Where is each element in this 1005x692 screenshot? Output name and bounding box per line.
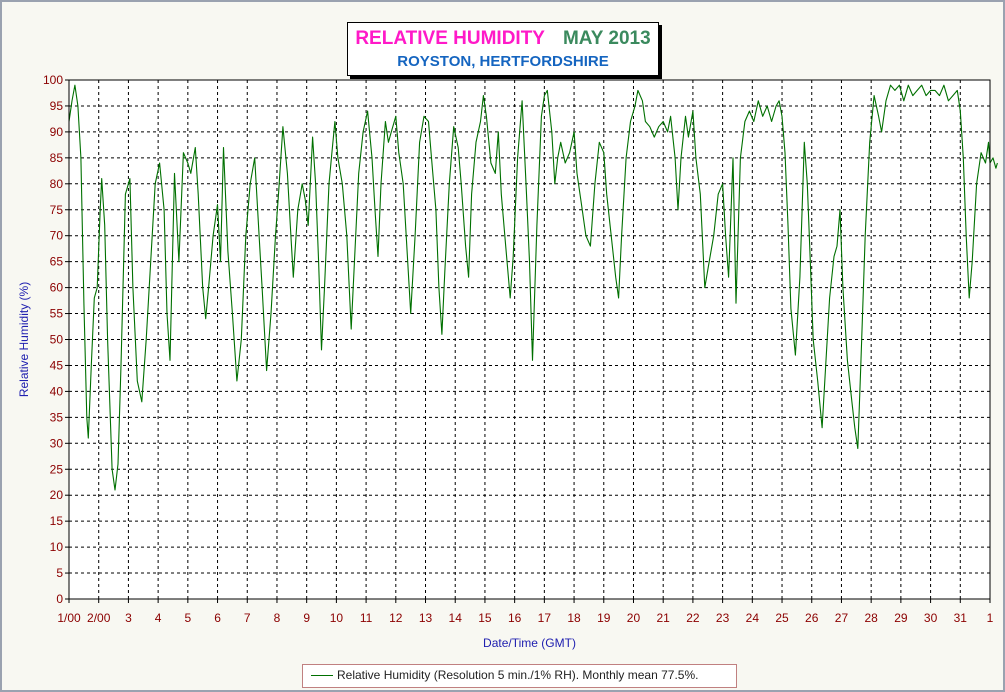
x-tick-label: 14 bbox=[449, 611, 463, 625]
y-tick-label: 20 bbox=[50, 488, 64, 502]
y-tick-label: 45 bbox=[50, 358, 64, 372]
chart-subtitle: ROYSTON, HERTFORDSHIRE bbox=[397, 53, 609, 70]
y-tick-label: 0 bbox=[56, 592, 63, 606]
y-tick-label: 80 bbox=[50, 177, 64, 191]
x-tick-label: 22 bbox=[686, 611, 700, 625]
x-tick-label: 1 bbox=[987, 611, 994, 625]
x-tick-label: 24 bbox=[746, 611, 760, 625]
legend-label: Relative Humidity (Resolution 5 min./1% … bbox=[337, 668, 699, 682]
x-tick-label: 15 bbox=[478, 611, 492, 625]
x-tick-label: 2/00 bbox=[87, 611, 111, 625]
x-tick-label: 21 bbox=[657, 611, 671, 625]
y-tick-label: 5 bbox=[56, 566, 63, 580]
x-tick-label: 25 bbox=[775, 611, 789, 625]
y-tick-label: 65 bbox=[50, 255, 64, 269]
x-tick-label: 26 bbox=[805, 611, 819, 625]
x-tick-label: 8 bbox=[274, 611, 281, 625]
x-tick-label: 30 bbox=[924, 611, 938, 625]
x-tick-label: 13 bbox=[419, 611, 433, 625]
x-tick-label: 6 bbox=[214, 611, 221, 625]
x-tick-label: 12 bbox=[389, 611, 403, 625]
x-tick-label: 31 bbox=[954, 611, 968, 625]
x-axis-title: Date/Time (GMT) bbox=[483, 636, 576, 650]
x-tick-label: 4 bbox=[155, 611, 162, 625]
title-line: RELATIVE HUMIDITY MAY 2013 bbox=[348, 28, 658, 50]
chart-title: RELATIVE HUMIDITY bbox=[355, 28, 545, 49]
x-tick-label: 11 bbox=[360, 611, 373, 625]
y-tick-label: 75 bbox=[50, 203, 64, 217]
y-tick-label: 10 bbox=[50, 540, 64, 554]
y-tick-label: 40 bbox=[50, 384, 64, 398]
y-tick-label: 60 bbox=[50, 281, 64, 295]
x-tick-label: 5 bbox=[184, 611, 191, 625]
y-tick-label: 30 bbox=[50, 436, 64, 450]
x-tick-label: 23 bbox=[716, 611, 730, 625]
humidity-series-line bbox=[68, 84, 998, 491]
title-box: RELATIVE HUMIDITY MAY 2013 ROYSTON, HERTF… bbox=[347, 22, 659, 76]
y-tick-label: 85 bbox=[50, 151, 64, 165]
legend: Relative Humidity (Resolution 5 min./1% … bbox=[302, 664, 737, 688]
x-tick-label: 18 bbox=[567, 611, 581, 625]
y-tick-label: 50 bbox=[50, 333, 64, 347]
y-tick-label: 15 bbox=[50, 514, 64, 528]
chart-period: MAY 2013 bbox=[562, 28, 651, 49]
x-tick-label: 9 bbox=[303, 611, 310, 625]
legend-line-swatch bbox=[311, 675, 333, 676]
x-tick-label: 29 bbox=[894, 611, 908, 625]
x-tick-label: 28 bbox=[864, 611, 878, 625]
y-tick-label: 35 bbox=[50, 410, 64, 424]
y-tick-label: 70 bbox=[50, 229, 64, 243]
x-tick-label: 19 bbox=[597, 611, 611, 625]
x-tick-label: 27 bbox=[835, 611, 849, 625]
plot-border bbox=[68, 79, 991, 600]
x-tick-label: 7 bbox=[244, 611, 251, 625]
x-tick-label: 10 bbox=[330, 611, 344, 625]
y-tick-label: 55 bbox=[50, 307, 64, 321]
y-tick-label: 95 bbox=[50, 99, 64, 113]
y-tick-label: 90 bbox=[50, 125, 64, 139]
x-tick-label: 20 bbox=[627, 611, 641, 625]
y-tick-label: 25 bbox=[50, 462, 64, 476]
x-tick-label: 1/00 bbox=[57, 611, 81, 625]
x-tick-label: 17 bbox=[538, 611, 552, 625]
x-tick-label: 3 bbox=[125, 611, 132, 625]
y-axis-title: Relative Humidity (%) bbox=[17, 282, 31, 397]
y-tick-label: 100 bbox=[43, 73, 63, 87]
x-tick-label: 16 bbox=[508, 611, 522, 625]
